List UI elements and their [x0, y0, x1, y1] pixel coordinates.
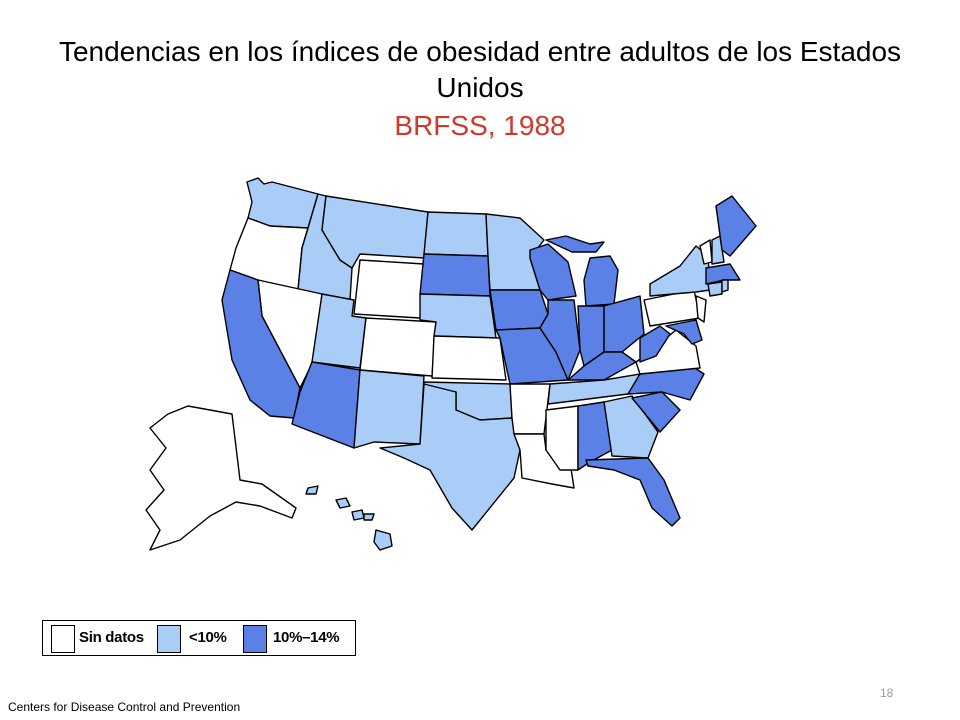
state-wisconsin [529, 243, 577, 301]
page-subtitle: BRFSS, 1988 [394, 110, 566, 141]
page-title: Tendencias en los índices de obesidad en… [58, 36, 902, 103]
state-south-carolina [631, 391, 681, 433]
legend-swatch-low [157, 625, 181, 653]
state-hawaii-1 [305, 485, 319, 495]
state-connecticut [707, 281, 723, 297]
state-montana [321, 195, 429, 269]
legend-label-low: <10% [189, 629, 227, 646]
state-maryland [665, 319, 703, 345]
state-michigan-upper [545, 235, 605, 253]
state-massachusetts [705, 263, 741, 285]
state-mississippi [545, 405, 579, 471]
footer-credit: Centers for Disease Control and Preventi… [8, 700, 241, 714]
state-iowa [489, 289, 549, 331]
state-michigan [583, 255, 619, 307]
map-legend: Sin datos <10% 10%–14% [42, 620, 356, 656]
state-georgia [603, 395, 659, 459]
state-north-dakota [423, 211, 489, 257]
state-new-mexico [353, 369, 425, 449]
state-hawaii-2 [335, 497, 351, 509]
us-obesity-map [145, 177, 757, 551]
state-new-jersey [695, 295, 707, 323]
state-arkansas [509, 383, 551, 435]
state-alabama [577, 401, 613, 471]
state-hawaii-3 [351, 509, 365, 521]
legend-label-no-data: Sin datos [79, 629, 144, 646]
state-maine [715, 195, 757, 257]
state-ohio [603, 295, 645, 353]
page-number: 18 [880, 686, 894, 700]
state-colorado [359, 317, 437, 377]
legend-swatch-no-data [51, 625, 75, 653]
state-rhode-island [721, 279, 729, 293]
state-kansas [431, 335, 507, 381]
state-california [221, 269, 301, 419]
state-south-dakota [419, 253, 491, 297]
state-florida [585, 457, 681, 527]
state-hawaii-4 [363, 513, 375, 521]
state-arizona [291, 361, 361, 449]
state-west-virginia [639, 325, 671, 363]
state-washington [246, 177, 319, 229]
state-louisiana [513, 433, 575, 489]
state-hawaii-5 [373, 529, 393, 551]
state-texas [379, 383, 521, 531]
legend-label-mid: 10%–14% [273, 629, 340, 646]
legend-swatch-mid [243, 625, 267, 653]
state-alaska [145, 405, 297, 551]
state-illinois [539, 299, 581, 381]
state-wyoming [353, 259, 425, 319]
